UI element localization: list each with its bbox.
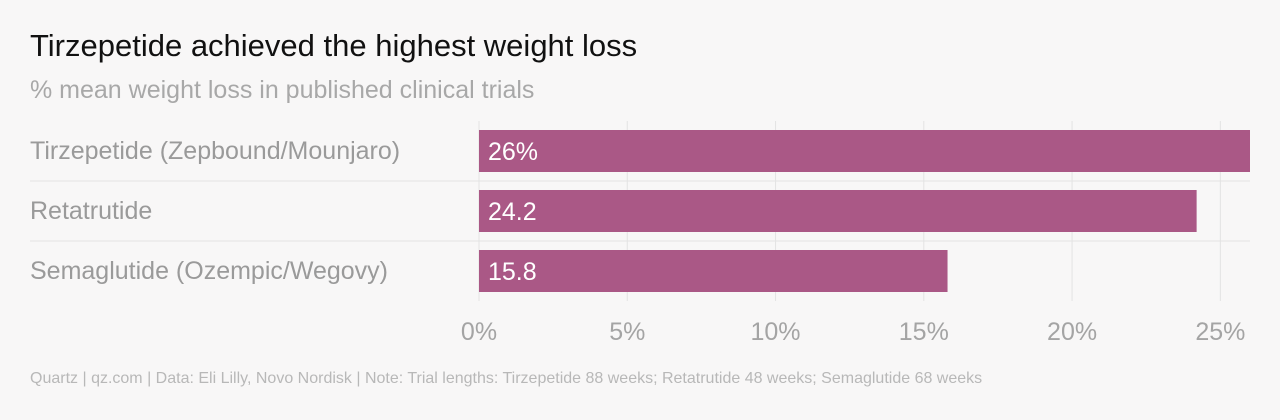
bar — [479, 130, 1250, 172]
bar — [479, 190, 1197, 232]
x-tick-label: 0% — [461, 318, 497, 346]
bar-value-label: 26% — [488, 138, 538, 166]
x-tick-label: 20% — [1047, 318, 1097, 346]
chart-title: Tirzepetide achieved the highest weight … — [30, 28, 638, 63]
category-label: Tirzepetide (Zepbound/Mounjaro) — [30, 137, 400, 165]
bar — [479, 250, 948, 292]
x-tick-label: 10% — [751, 318, 801, 346]
chart-subtitle: % mean weight loss in published clinical… — [30, 76, 535, 104]
category-label: Semaglutide (Ozempic/Wegovy) — [30, 257, 388, 285]
source-note: Quartz | qz.com | Data: Eli Lilly, Novo … — [30, 370, 983, 387]
x-tick-label: 15% — [899, 318, 949, 346]
x-tick-label: 25% — [1195, 318, 1245, 346]
bar-value-label: 15.8 — [488, 258, 537, 286]
bar-value-label: 24.2 — [488, 198, 537, 226]
x-tick-label: 5% — [609, 318, 645, 346]
category-label: Retatrutide — [30, 197, 152, 225]
